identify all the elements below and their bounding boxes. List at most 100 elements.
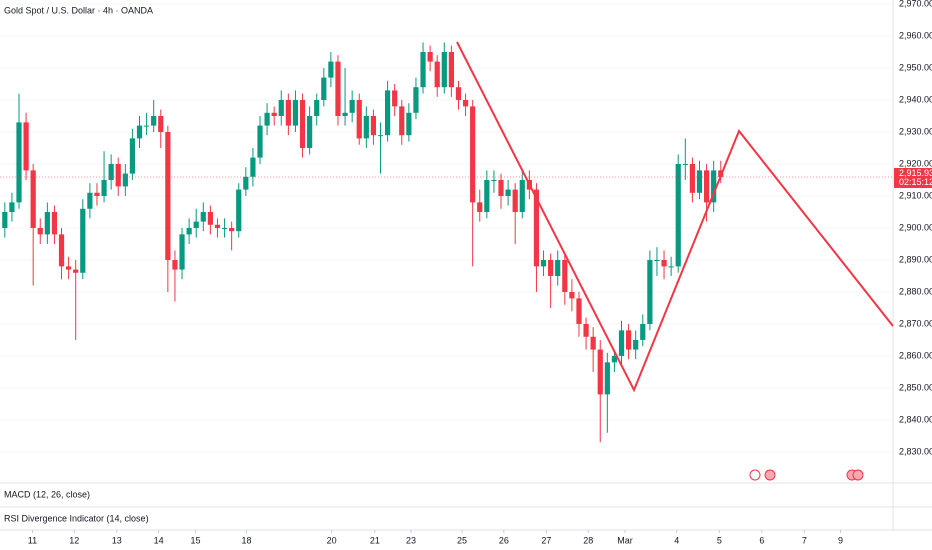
candle-body [44, 211, 50, 235]
candle-body [285, 99, 291, 126]
x-tick-label: 26 [499, 535, 509, 545]
x-tick-label: 7 [802, 535, 807, 545]
last-price-box [894, 168, 932, 189]
candle-body [271, 112, 277, 116]
y-tick-label: 2,850.000 [899, 382, 932, 392]
x-tick-label: 11 [28, 535, 37, 545]
candle-body [618, 330, 625, 356]
y-tick-label: 2,930.000 [899, 126, 932, 136]
x-tick-label: 14 [154, 535, 164, 545]
candle-body [512, 189, 518, 212]
candle-body [562, 259, 568, 292]
candle-body [179, 234, 185, 270]
candle-body [477, 202, 483, 212]
candle-body [221, 227, 228, 229]
candle-body [427, 51, 433, 62]
candle-body [136, 125, 143, 139]
candle-body [569, 291, 575, 299]
x-tick-label: 15 [190, 535, 200, 545]
candle-body [292, 99, 299, 126]
candle-body [533, 189, 540, 267]
candle-body [73, 269, 79, 273]
x-tick-label: 9 [838, 535, 843, 545]
candle-body [363, 115, 369, 139]
candle-body [356, 99, 362, 139]
candle-body [264, 112, 270, 126]
drawn-path [456, 41, 894, 393]
candle-body [462, 99, 469, 107]
y-tick-label: 2,880.000 [899, 286, 932, 296]
candle-body [115, 163, 121, 187]
x-tick-label: Mar [617, 535, 633, 545]
candle-body [675, 163, 681, 267]
candle-body [200, 211, 206, 222]
candle-body [158, 115, 164, 132]
x-tick-label: 27 [541, 535, 551, 545]
candle-body [689, 163, 695, 193]
x-tick-label: 23 [406, 535, 416, 545]
candle-body [349, 99, 355, 113]
candle-body [640, 323, 646, 340]
candle-body [576, 298, 582, 324]
candle-body [540, 259, 547, 267]
candle-body [229, 227, 235, 232]
y-tick-label: 2,860.000 [899, 350, 932, 360]
x-tick-label: 28 [583, 535, 593, 545]
candle-body [342, 112, 348, 116]
x-tick-label: 4 [674, 535, 679, 545]
candle-body [9, 202, 15, 212]
y-tick-label: 2,940.000 [899, 94, 932, 104]
candle-body [597, 349, 603, 395]
y-tick-label: 2,900.000 [899, 222, 932, 232]
candle-body [370, 115, 377, 136]
chart-title: Gold Spot / U.S. Dollar · 4h · OANDA [4, 5, 153, 15]
candle-body [165, 131, 171, 260]
candle-body [696, 170, 703, 193]
candle-body [257, 125, 263, 158]
candle-body [101, 179, 107, 196]
indicator-label: MACD (12, 26, close) [4, 489, 90, 499]
candle-body [122, 173, 128, 187]
candle-body [314, 99, 320, 116]
last-price-label: 2,915.930 [899, 168, 932, 178]
indicator-label: RSI Divergence Indicator (14, close) [4, 513, 149, 523]
trend-drawing [456, 41, 894, 393]
candle-body [661, 259, 667, 267]
candle-body [583, 323, 589, 337]
candle-body [51, 211, 58, 235]
candle-body [207, 211, 213, 225]
x-tick-label: 5 [717, 535, 722, 545]
candle-body [16, 122, 22, 203]
candle-body [87, 192, 93, 209]
candle-body [151, 115, 157, 126]
candle-body [448, 51, 454, 88]
candle-body [80, 208, 86, 273]
candle-body [555, 259, 561, 276]
candle-body [172, 259, 178, 270]
candle-body [413, 87, 419, 113]
candle-body [94, 192, 100, 196]
candle-body [335, 61, 341, 116]
candle-body [250, 157, 256, 177]
x-tick-label: 6 [759, 535, 764, 545]
candle-body [626, 330, 632, 350]
event-icons [749, 469, 864, 481]
candle-body [647, 259, 653, 324]
candle-body [392, 90, 398, 107]
candle-body [23, 122, 29, 171]
candle-body [2, 211, 8, 228]
y-tick-label: 2,950.000 [899, 62, 932, 72]
candle-body [455, 87, 462, 100]
candle-body [37, 227, 43, 235]
candle-body [590, 336, 596, 350]
x-tick-label: 21 [370, 535, 380, 545]
candle-body [519, 179, 525, 212]
candle-body [143, 125, 150, 127]
candle-body [484, 179, 490, 212]
candle-body [214, 224, 221, 228]
candle-body [441, 51, 447, 88]
candle-body [384, 90, 391, 136]
candle-body [611, 355, 618, 363]
event-icon [749, 469, 761, 481]
